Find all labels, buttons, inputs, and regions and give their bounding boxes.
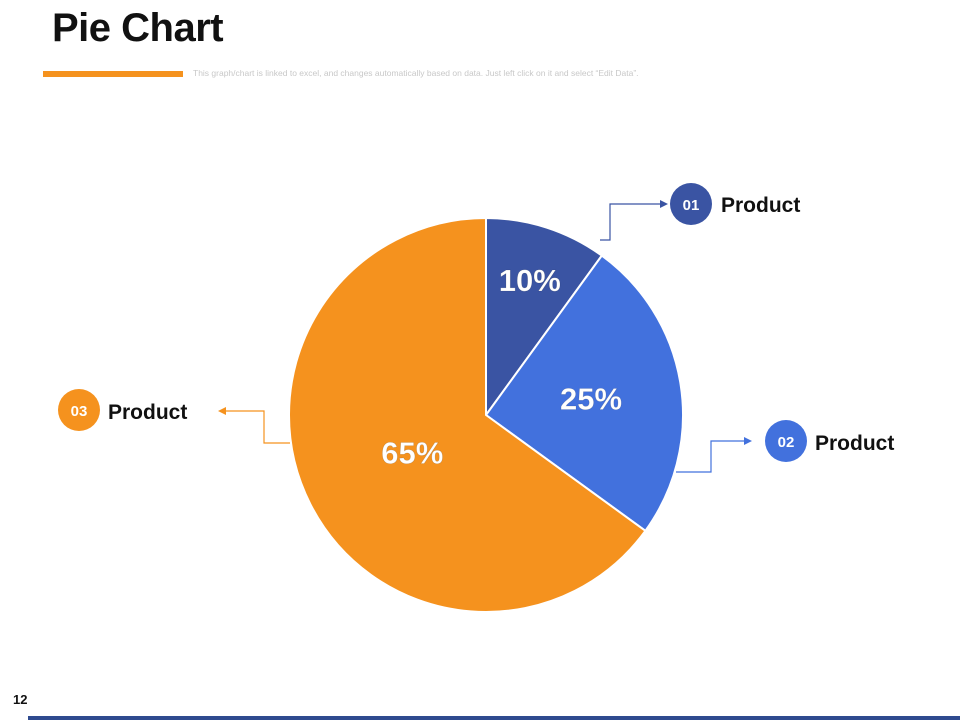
pie-slice-02 (484, 254, 684, 533)
marker-number-02: 02 (778, 434, 795, 451)
arrow-head-03 (218, 407, 226, 415)
arrow-head-01 (660, 200, 668, 208)
marker-number-03: 03 (71, 403, 88, 420)
slice-label-02: 25% (560, 381, 622, 416)
page-number: 12 (13, 692, 28, 707)
leader-line-02 (676, 440, 744, 473)
slide-title: Pie Chart (52, 6, 224, 50)
pie-slice-01 (485, 216, 604, 419)
slice-label-01: 10% (499, 263, 561, 298)
marker-badge-03 (58, 389, 100, 431)
legend-label-03: Product (108, 401, 187, 424)
marker-number-01: 01 (683, 197, 700, 214)
marker-badge-01 (670, 183, 712, 225)
slide-subtitle: This graph/chart is linked to excel, and… (193, 68, 639, 78)
title-accent-bar (43, 71, 183, 77)
leader-line-01 (600, 203, 660, 241)
leader-line-03 (226, 410, 290, 444)
marker-badge-02 (765, 420, 807, 462)
footer-rule (28, 716, 960, 720)
legend-label-01: Product (721, 194, 800, 217)
arrow-head-02 (744, 437, 752, 445)
legend-label-02: Product (815, 432, 894, 455)
slice-label-03: 65% (381, 436, 443, 471)
pie-slice-03 (288, 216, 647, 613)
